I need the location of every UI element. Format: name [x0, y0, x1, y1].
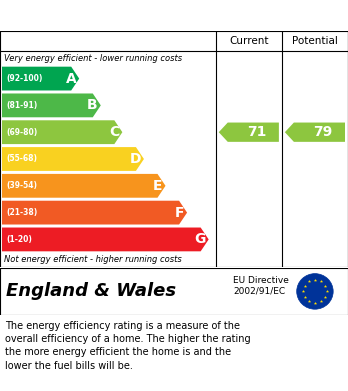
Text: 79: 79 — [313, 125, 332, 139]
Text: E: E — [153, 179, 163, 193]
Text: (55-68): (55-68) — [6, 154, 37, 163]
Polygon shape — [2, 93, 101, 117]
Text: The energy efficiency rating is a measure of the
overall efficiency of a home. T: The energy efficiency rating is a measur… — [5, 321, 251, 371]
Text: Potential: Potential — [292, 36, 338, 46]
Polygon shape — [2, 174, 166, 198]
Polygon shape — [2, 201, 187, 224]
Polygon shape — [219, 122, 279, 142]
Text: Energy Efficiency Rating: Energy Efficiency Rating — [9, 7, 219, 23]
Circle shape — [297, 274, 333, 309]
Text: (69-80): (69-80) — [6, 128, 37, 137]
Polygon shape — [2, 147, 144, 171]
Text: Current: Current — [229, 36, 269, 46]
Text: C: C — [109, 125, 119, 139]
Text: D: D — [129, 152, 141, 166]
Text: 71: 71 — [247, 125, 266, 139]
Text: EU Directive
2002/91/EC: EU Directive 2002/91/EC — [233, 276, 289, 296]
Text: B: B — [87, 99, 98, 112]
Polygon shape — [285, 122, 345, 142]
Text: F: F — [175, 206, 184, 220]
Text: England & Wales: England & Wales — [6, 282, 176, 300]
Text: Not energy efficient - higher running costs: Not energy efficient - higher running co… — [4, 255, 182, 264]
Text: (92-100): (92-100) — [6, 74, 42, 83]
Text: (1-20): (1-20) — [6, 235, 32, 244]
Text: G: G — [194, 232, 206, 246]
Text: (81-91): (81-91) — [6, 101, 37, 110]
Polygon shape — [2, 67, 79, 90]
Polygon shape — [2, 120, 122, 144]
Text: (39-54): (39-54) — [6, 181, 37, 190]
Text: A: A — [65, 72, 76, 86]
Text: (21-38): (21-38) — [6, 208, 37, 217]
Text: Very energy efficient - lower running costs: Very energy efficient - lower running co… — [4, 54, 182, 63]
Polygon shape — [2, 228, 209, 251]
